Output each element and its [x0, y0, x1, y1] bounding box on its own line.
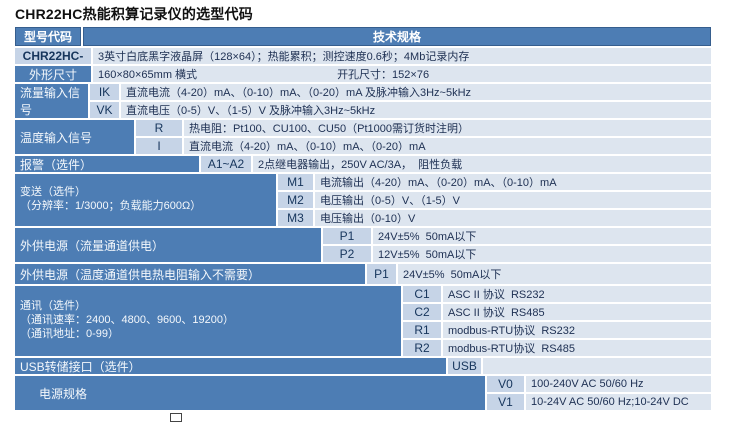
header-model-code: 型号代码 [15, 27, 81, 46]
code-M1: M1 [278, 174, 313, 190]
row-model: CHR22HC- 3英寸白底黑字液晶屏（128×64）；热能累积；测控速度0.6… [15, 48, 711, 64]
label-power-spec: 电源规格 [15, 376, 485, 410]
placeholder-box [170, 413, 182, 422]
label-transmit-line1: 变送（选件） [20, 186, 86, 199]
code-IK: IK [90, 84, 119, 100]
label-transmit: 变送（选件） （分辨率：1/3000；负载能力600Ω） [15, 174, 276, 226]
cell-dimensions: 160×80×65mm 横式 开孔尺寸：152×76 [93, 66, 711, 82]
spec-P2: 12V±5% 50mA以下 [373, 246, 711, 262]
cell-model-code: CHR22HC- [15, 48, 91, 64]
row-code-c2: C2 ASC II 协议 RS485 [403, 304, 711, 320]
row-code-p2: P2 12V±5% 50mA以下 [323, 246, 711, 262]
row-code-ik: IK 直流电流（4-20）mA、（0-10）mA、（0-20）mA 及脉冲输入3… [90, 84, 711, 100]
group-ext-power-temp: 外供电源（温度通道供电热电阻输入不需要） P1 24V±5% 50mA以下 [15, 264, 711, 284]
page-title: CHR22HC热能积算记录仪的选型代码 [15, 6, 253, 22]
label-comm-line1: 通讯（选件） [20, 300, 86, 313]
spec-VK: 直流电压（0-5）V、（1-5）V 及脉冲输入3Hz~5kHz [121, 102, 711, 118]
row-dimensions: 外形尺寸 160×80×65mm 横式 开孔尺寸：152×76 [15, 66, 711, 82]
label-comm-line2: （通讯速率：2400、4800、9600、19200） [20, 314, 234, 327]
code-C2: C2 [403, 304, 441, 320]
header-tech-spec: 技术规格 [83, 27, 711, 46]
spec-R: 热电阻：Pt100、CU100、CU50（Pt1000需订货时注明） [184, 120, 711, 136]
table-header-row: 型号代码 技术规格 [15, 27, 711, 46]
row-code-c1: C1 ASC II 协议 RS232 [403, 286, 711, 302]
group-flow-input: 流量输入信号 IK 直流电流（4-20）mA、（0-10）mA、（0-20）mA… [15, 84, 711, 118]
code-P1-temp: P1 [367, 264, 396, 284]
label-usb: USB转储接口（选件） [15, 358, 446, 374]
spec-V0: 100-240V AC 50/60 Hz [526, 376, 711, 392]
code-V1: V1 [487, 394, 524, 410]
dimensions-value: 160×80×65mm 横式 [98, 69, 198, 81]
label-ext-power-temp: 外供电源（温度通道供电热电阻输入不需要） [15, 264, 365, 284]
spec-M3: 电压输出（0-10）V [315, 210, 711, 226]
spec-V1: 10-24V AC 50/60 Hz;10-24V DC [526, 394, 711, 410]
group-alarm: 报警（选件） A1~A2 2点继电器输出，250V AC/3A， 阻性负载 [15, 156, 711, 172]
spec-R1: modbus-RTU协议 RS232 [443, 322, 711, 338]
row-code-v1: V1 10-24V AC 50/60 Hz;10-24V DC [487, 394, 711, 410]
spec-IK: 直流电流（4-20）mA、（0-10）mA、（0-20）mA 及脉冲输入3Hz~… [121, 84, 711, 100]
row-code-vk: VK 直流电压（0-5）V、（1-5）V 及脉冲输入3Hz~5kHz [90, 102, 711, 118]
cell-model-spec: 3英寸白底黑字液晶屏（128×64）；热能累积；测控速度0.6秒；4Mb记录内存 [93, 48, 711, 64]
row-code-v0: V0 100-240V AC 50/60 Hz [487, 376, 711, 392]
spec-C2: ASC II 协议 RS485 [443, 304, 711, 320]
code-R2: R2 [403, 340, 441, 356]
group-comm: 通讯（选件） （通讯速率：2400、4800、9600、19200） （通讯地址… [15, 286, 711, 356]
group-temp-input: 温度输入信号 R 热电阻：Pt100、CU100、CU50（Pt1000需订货时… [15, 120, 711, 154]
row-code-m1: M1 电流输出（4-20）mA、（0-20）mA、（0-10）mA [278, 174, 711, 190]
spec-M1: 电流输出（4-20）mA、（0-20）mA、（0-10）mA [315, 174, 711, 190]
group-usb: USB转储接口（选件） USB [15, 358, 711, 374]
group-power-spec: 电源规格 V0 100-240V AC 50/60 Hz V1 10-24V A… [15, 376, 711, 410]
label-ext-power-flow: 外供电源（流量通道供电） [15, 228, 321, 262]
code-USB: USB [448, 358, 481, 374]
spec-A1A2: 2点继电器输出，250V AC/3A， 阻性负载 [253, 156, 711, 172]
spec-USB [483, 358, 711, 374]
code-M3: M3 [278, 210, 313, 226]
row-code-p1: P1 24V±5% 50mA以下 [323, 228, 711, 244]
row-code-r1: R1 modbus-RTU协议 RS232 [403, 322, 711, 338]
group-transmit: 变送（选件） （分辨率：1/3000；负载能力600Ω） M1 电流输出（4-2… [15, 174, 711, 226]
row-code-i: I 直流电流（4-20）mA、（0-10）mA、（0-20）mA [136, 138, 711, 154]
code-A1A2: A1~A2 [201, 156, 251, 172]
label-comm-line3: （通讯地址：0-99） [20, 327, 120, 340]
row-code-r2: R2 modbus-RTU协议 RS485 [403, 340, 711, 356]
cutout-size-value: 开孔尺寸：152×76 [337, 69, 430, 81]
label-comm: 通讯（选件） （通讯速率：2400、4800、9600、19200） （通讯地址… [15, 286, 401, 356]
spec-C1: ASC II 协议 RS232 [443, 286, 711, 302]
code-P1: P1 [323, 228, 371, 244]
row-code-r: R 热电阻：Pt100、CU100、CU50（Pt1000需订货时注明） [136, 120, 711, 136]
code-VK: VK [90, 102, 119, 118]
row-code-m2: M2 电压输出（0-5）V、（1-5）V [278, 192, 711, 208]
label-flow-input: 流量输入信号 [15, 84, 88, 118]
spec-M2: 电压输出（0-5）V、（1-5）V [315, 192, 711, 208]
spec-P1: 24V±5% 50mA以下 [373, 228, 711, 244]
group-ext-power-flow: 外供电源（流量通道供电） P1 24V±5% 50mA以下 P2 12V±5% … [15, 228, 711, 262]
spec-R2: modbus-RTU协议 RS485 [443, 340, 711, 356]
spec-table: 型号代码 技术规格 CHR22HC- 3英寸白底黑字液晶屏（128×64）；热能… [15, 27, 711, 412]
code-I: I [136, 138, 182, 154]
spec-P1-temp: 24V±5% 50mA以下 [398, 264, 711, 284]
label-temp-input: 温度输入信号 [15, 120, 134, 154]
code-R: R [136, 120, 182, 136]
label-alarm: 报警（选件） [15, 156, 199, 172]
code-C1: C1 [403, 286, 441, 302]
code-M2: M2 [278, 192, 313, 208]
spec-I: 直流电流（4-20）mA、（0-10）mA、（0-20）mA [184, 138, 711, 154]
row-code-m3: M3 电压输出（0-10）V [278, 210, 711, 226]
code-P2: P2 [323, 246, 371, 262]
code-R1: R1 [403, 322, 441, 338]
label-transmit-line2: （分辨率：1/3000；负载能力600Ω） [20, 200, 202, 212]
label-dimensions: 外形尺寸 [15, 66, 91, 82]
code-V0: V0 [487, 376, 524, 392]
